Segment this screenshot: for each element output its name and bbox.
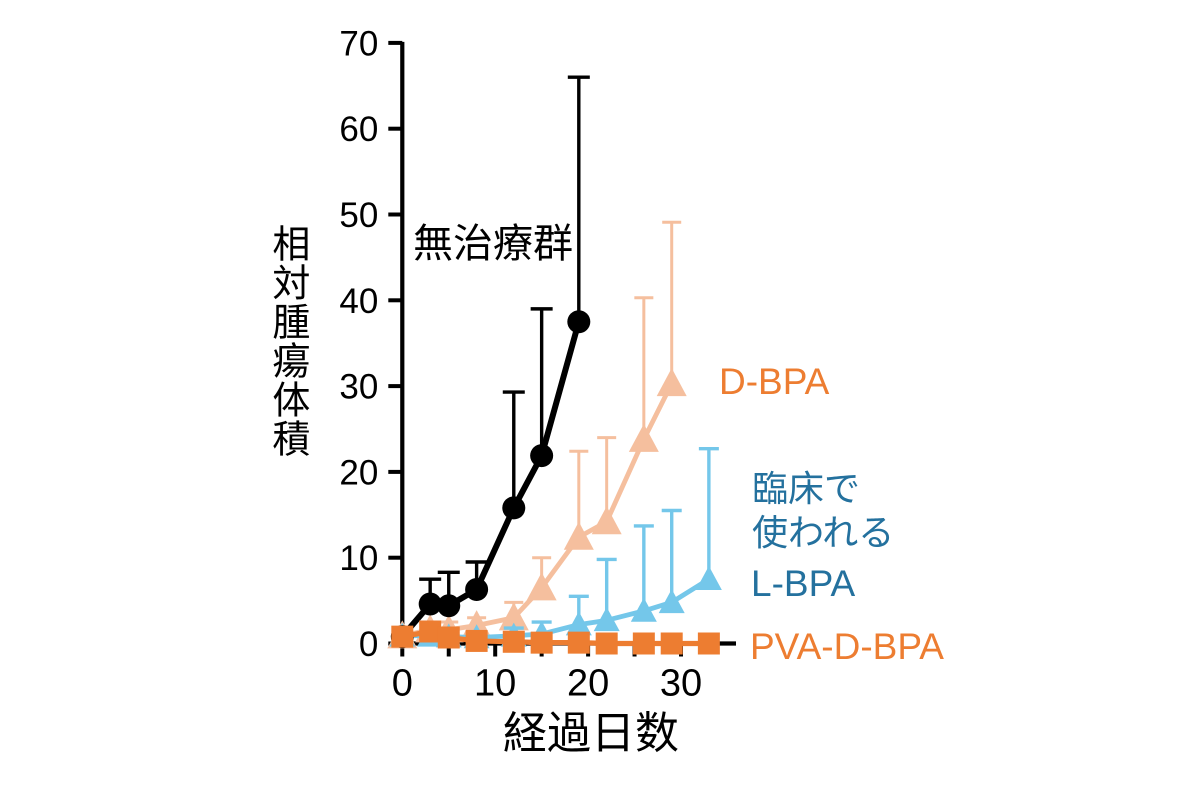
y-tick-label-30: 30	[339, 368, 378, 407]
pva-d-bpa-marker-day0	[391, 625, 414, 648]
pva-d-bpa-marker-day8	[465, 629, 488, 652]
d-bpa-series	[387, 220, 687, 649]
d-bpa-marker-day12	[498, 602, 529, 631]
y-tick-label-0: 0	[359, 625, 378, 664]
d-bpa-marker-day29	[656, 368, 687, 397]
untreated-marker-day15	[530, 444, 554, 468]
untreated-marker-day12	[502, 496, 526, 520]
d-bpa-marker-day26	[628, 423, 659, 452]
l-bpa-marker-day26	[630, 597, 657, 622]
y-tick-label-70: 70	[339, 24, 378, 63]
pva-d-bpa-series	[391, 620, 720, 655]
y-tick-label-60: 60	[339, 110, 378, 149]
pva-d-bpa-marker-day33	[697, 632, 720, 655]
d-bpa-marker-day19	[563, 521, 594, 550]
pva-d-bpa-marker-day15	[530, 631, 553, 654]
pva-d-bpa-marker-day12	[502, 630, 525, 653]
l-bpa-marker-day22	[593, 607, 620, 632]
untreated-marker-day8	[465, 577, 489, 601]
untreated-marker-day5	[437, 594, 461, 618]
y-tick-label-10: 10	[339, 539, 378, 578]
untreated-series	[390, 75, 591, 649]
pva-d-bpa-marker-day29	[660, 632, 683, 655]
d-bpa-marker-day22	[591, 506, 622, 535]
x-tick-label-30: 30	[660, 663, 702, 705]
l-bpa-marker-day33	[695, 565, 722, 590]
y-tick-label-40: 40	[339, 282, 378, 321]
x-tick-label-10: 10	[474, 663, 516, 705]
pva-d-bpa-marker-day19	[567, 631, 590, 654]
pva-d-bpa-marker-day26	[632, 632, 655, 655]
pva-d-bpa-marker-day5	[437, 626, 460, 649]
untreated-marker-day19	[567, 310, 591, 334]
l-bpa-marker-day19	[565, 611, 592, 636]
y-tick-label-20: 20	[339, 453, 378, 492]
x-tick-label-0: 0	[392, 663, 413, 705]
pva-d-bpa-marker-day3	[419, 620, 442, 643]
untreated-marker-day3	[418, 592, 442, 616]
l-bpa-series	[389, 447, 722, 649]
l-bpa-marker-day29	[658, 589, 685, 614]
d-bpa-marker-day15	[526, 572, 557, 601]
y-tick-label-50: 50	[339, 196, 378, 235]
x-tick-label-20: 20	[567, 663, 609, 705]
pva-d-bpa-marker-day22	[595, 632, 618, 655]
